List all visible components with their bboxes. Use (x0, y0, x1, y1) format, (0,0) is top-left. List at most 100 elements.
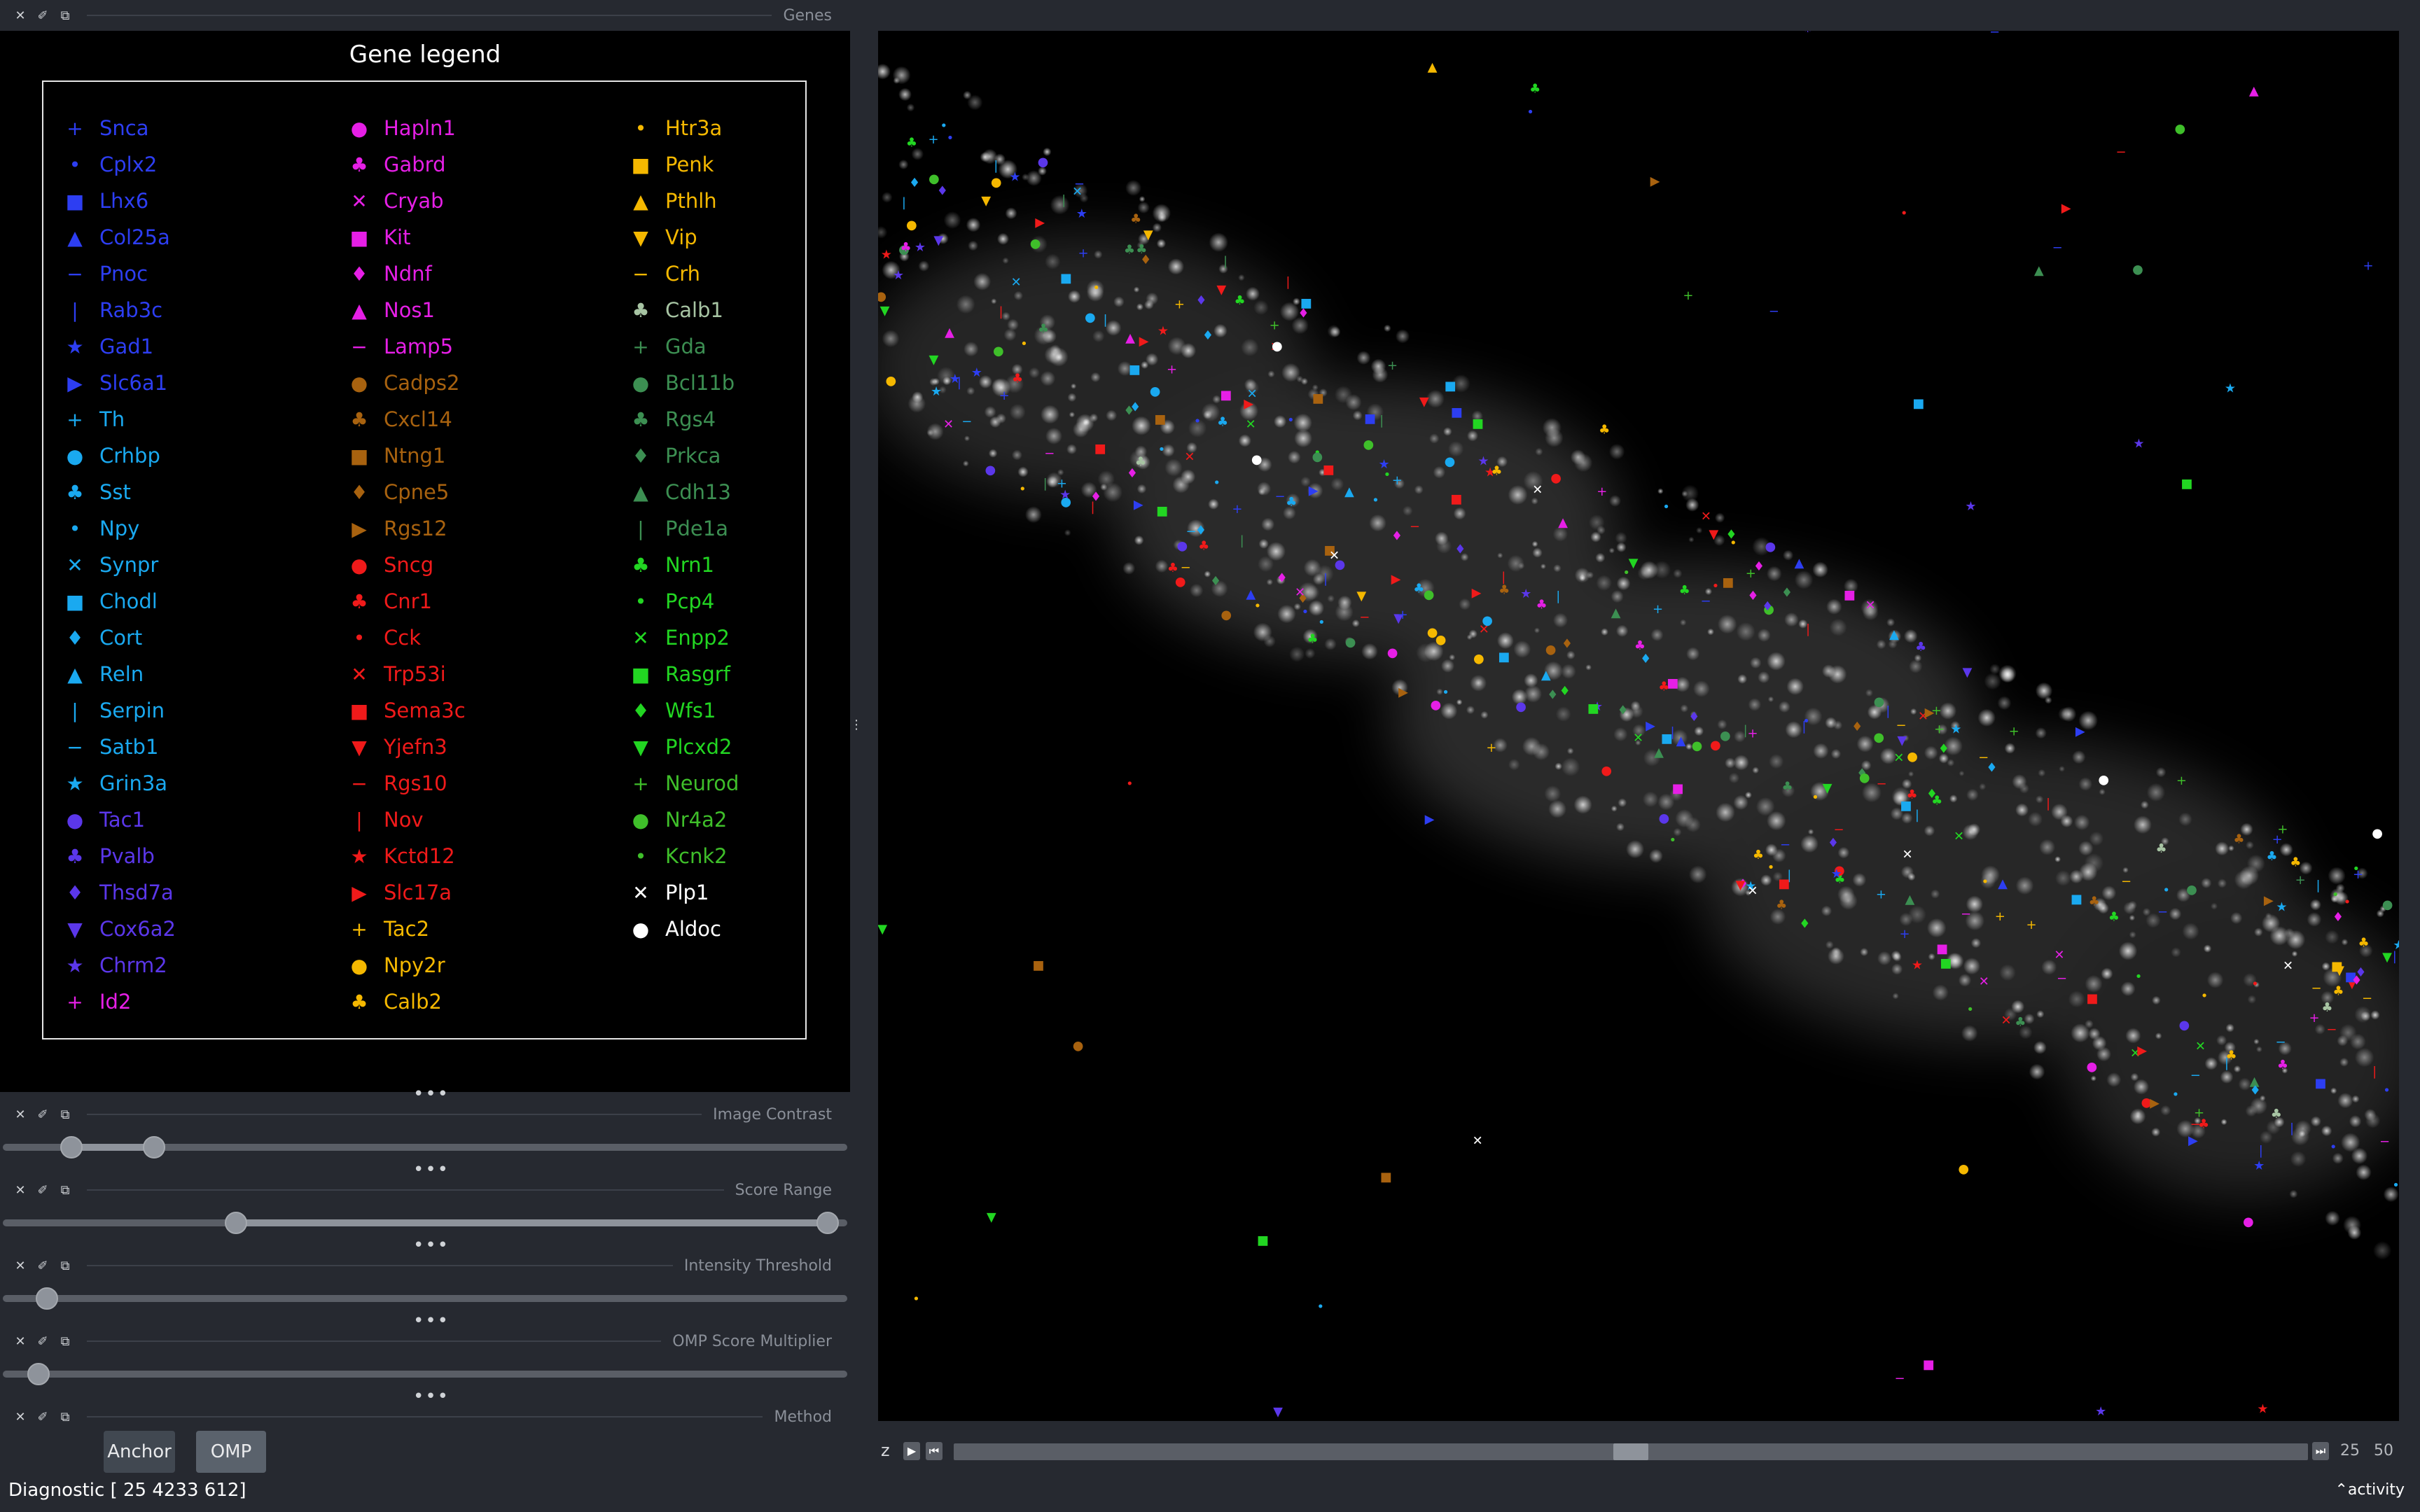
gene-spot-marker: ● (1030, 237, 1041, 251)
gene-spot-marker: ★ (2257, 1402, 2268, 1417)
legend-gene-name: Ndnf (384, 262, 432, 286)
legend-gene-name: Neurod (665, 771, 739, 795)
legend-entry: ♣ Calb1 (630, 292, 739, 328)
dock-title: Genes (783, 6, 832, 24)
gene-spot-marker: ♣ (1307, 632, 1318, 647)
step-back-icon[interactable]: ⏮ (926, 1442, 943, 1460)
close-icon[interactable]: ✕ (15, 8, 26, 23)
cell-punctum (1277, 604, 1296, 624)
gene-spot-marker: − (1896, 718, 1907, 733)
legend-entry: ● Aldoc (630, 911, 739, 947)
more-options-icon[interactable]: ••• (413, 1235, 450, 1256)
float-icon[interactable]: ⧉ (60, 1107, 70, 1122)
float-icon[interactable]: ⧉ (60, 1258, 70, 1273)
step-forward-icon[interactable]: ⏭ (2312, 1442, 2329, 1460)
gene-spot-marker: | (902, 195, 906, 210)
cell-punctum (1977, 708, 1996, 727)
more-options-icon[interactable]: ••• (413, 1310, 450, 1331)
z-slider-thumb[interactable] (1613, 1443, 1648, 1460)
cell-punctum (1826, 598, 1842, 615)
float-icon[interactable]: ⧉ (60, 1334, 70, 1349)
cell-punctum (1511, 689, 1528, 705)
more-options-icon[interactable]: ••• (413, 1084, 450, 1105)
image-canvas[interactable]: ♣ ■ ✕ ■ ● ♣ − ■ ♣ ● ♦ ▲ ♣ ● ▼ ● ■ ♦ ★ ■ • • ▼ | | • | • ● • − ● ♣ + + • ✕ ● ♣ ♦… (878, 31, 2399, 1421)
cell-punctum (1561, 757, 1580, 776)
cell-punctum (1416, 578, 1435, 598)
gene-spot-marker: ♦ (1618, 704, 1629, 718)
gene-spot-marker: ♦ (1781, 586, 1793, 601)
gene-spot-marker: ● (1874, 694, 1885, 709)
close-icon[interactable]: ✕ (15, 1182, 26, 1198)
legend-marker-icon: ♦ (632, 444, 650, 468)
omp-method-button[interactable]: OMP (196, 1431, 266, 1473)
gene-spot-marker: + (2353, 867, 2363, 882)
slider-handle[interactable] (35, 1287, 58, 1310)
float-icon[interactable]: ⧉ (60, 8, 70, 23)
float-icon[interactable]: ⧉ (60, 1409, 70, 1424)
pin-icon[interactable]: ✐ (37, 1258, 48, 1273)
cell-punctum (1766, 566, 1782, 582)
slider-handle-high[interactable] (142, 1136, 165, 1158)
cell-punctum (1071, 383, 1077, 389)
cell-punctum (1467, 430, 1478, 442)
pin-icon[interactable]: ✐ (37, 1107, 48, 1122)
activity-button[interactable]: ⌃activity (2335, 1481, 2405, 1499)
more-options-icon[interactable]: ••• (413, 1159, 450, 1180)
contrast-range-slider[interactable] (0, 1133, 850, 1163)
cell-punctum (2354, 1047, 2374, 1068)
legend-marker-icon: ■ (349, 225, 369, 249)
slider-handle-high[interactable] (816, 1212, 840, 1234)
close-icon[interactable]: ✕ (15, 1258, 26, 1273)
gene-spot-marker: ■ (1323, 542, 1335, 557)
cell-punctum (1005, 207, 1017, 220)
cell-punctum (1281, 363, 1300, 382)
gene-spot-marker: ■ (1060, 271, 1072, 286)
omp-score-multiplier-slider[interactable] (0, 1359, 850, 1390)
pin-icon[interactable]: ✐ (37, 8, 48, 23)
slider-handle-low[interactable] (60, 1136, 83, 1158)
pin-icon[interactable]: ✐ (37, 1182, 48, 1198)
gene-spot-marker: | (1240, 533, 1244, 548)
cell-punctum (1258, 488, 1265, 496)
more-options-icon[interactable]: ••• (413, 1386, 450, 1407)
score-range-slider[interactable] (0, 1208, 850, 1239)
gene-spot-marker: ● (885, 373, 896, 388)
pin-icon[interactable]: ✐ (37, 1409, 48, 1424)
cell-punctum (966, 386, 975, 396)
cell-punctum (2238, 1077, 2251, 1091)
cell-punctum (1979, 783, 1987, 790)
anchor-method-button[interactable]: Anchor (104, 1431, 175, 1473)
gene-spot-marker: ♦ (1391, 529, 1403, 544)
pin-icon[interactable]: ✐ (37, 1334, 48, 1349)
cell-punctum (964, 435, 971, 442)
gene-spot-marker: + (2176, 774, 2187, 788)
gene-spot-marker: ♣ (2277, 1058, 2288, 1072)
intensity-threshold-slider[interactable] (0, 1284, 850, 1315)
close-icon[interactable]: ✕ (15, 1409, 26, 1424)
legend-gene-name: Kcnk2 (665, 844, 728, 868)
tissue-background (878, 234, 2399, 1200)
gene-spot-marker: + (1876, 888, 1886, 902)
gene-spot-marker: • (1314, 445, 1321, 460)
cell-punctum (1443, 427, 1452, 436)
play-icon[interactable]: ▶ (903, 1442, 920, 1460)
slider-handle-low[interactable] (224, 1212, 247, 1234)
legend-gene-name: Tac1 (99, 808, 146, 832)
cell-punctum (1632, 724, 1646, 738)
slider-handle[interactable] (27, 1363, 50, 1385)
cell-punctum (1966, 788, 1979, 802)
cell-punctum (1891, 787, 1911, 806)
dock-title: Image Contrast (713, 1105, 832, 1124)
gene-spot-marker: • (2172, 1088, 2180, 1102)
gene-spot-marker: ● (1073, 1038, 1084, 1053)
cell-punctum (1319, 388, 1328, 398)
float-icon[interactable]: ⧉ (60, 1182, 70, 1198)
close-icon[interactable]: ✕ (15, 1334, 26, 1349)
cell-punctum (962, 460, 969, 467)
gene-spot-marker: ▼ (987, 1210, 996, 1225)
splitter-handle[interactable]: ⋮ (850, 718, 863, 732)
cell-punctum (1804, 707, 1823, 726)
legend-gene-name: Aldoc (665, 917, 721, 941)
gene-spot-marker: ♦ (1127, 466, 1138, 481)
close-icon[interactable]: ✕ (15, 1107, 26, 1122)
